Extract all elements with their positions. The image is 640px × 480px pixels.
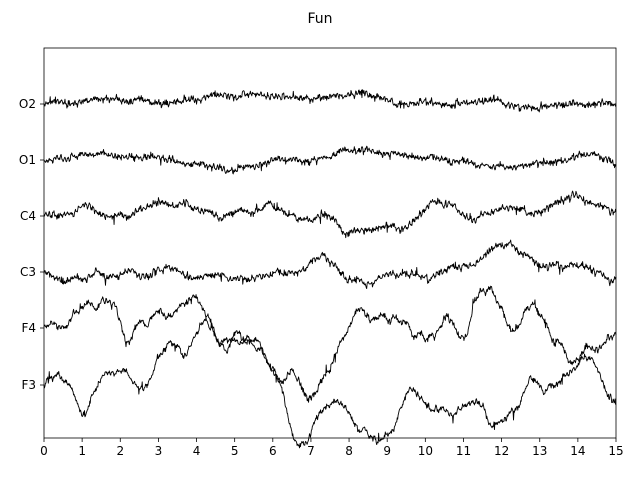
plot-frame xyxy=(43,47,617,439)
x-tick-label-0: 0 xyxy=(40,444,48,458)
x-tick-label-7: 7 xyxy=(307,444,315,458)
x-tick-label-4: 4 xyxy=(193,444,201,458)
x-tick-label-13: 13 xyxy=(532,444,547,458)
x-tick-label-6: 6 xyxy=(269,444,277,458)
x-tick-label-11: 11 xyxy=(456,444,471,458)
channel-labels: O2 O1 C4 C3 F4 F3 xyxy=(19,97,44,392)
channel-label-c3: C3 xyxy=(20,265,36,279)
x-axis-ticks: 0 1 2 3 4 5 6 7 8 9 10 11 12 13 14 15 xyxy=(40,438,624,458)
x-tick-label-1: 1 xyxy=(78,444,86,458)
trace-c3 xyxy=(43,239,617,289)
x-tick-label-14: 14 xyxy=(570,444,585,458)
traces-group xyxy=(43,89,617,449)
x-tick-label-12: 12 xyxy=(494,444,509,458)
chart-title: Fun xyxy=(307,11,332,27)
trace-f4 xyxy=(43,285,617,403)
channel-label-c4: C4 xyxy=(20,209,36,223)
channel-label-f3: F3 xyxy=(21,378,36,392)
x-tick-label-10: 10 xyxy=(418,444,433,458)
channel-label-f4: F4 xyxy=(21,321,36,335)
x-tick-label-3: 3 xyxy=(155,444,163,458)
channel-label-o1: O1 xyxy=(19,153,36,167)
trace-c4 xyxy=(43,190,617,239)
trace-o2 xyxy=(43,89,617,113)
x-tick-label-2: 2 xyxy=(116,444,124,458)
trace-f3 xyxy=(43,313,617,449)
x-tick-label-15: 15 xyxy=(608,444,623,458)
trace-o1 xyxy=(43,145,617,175)
channel-label-o2: O2 xyxy=(19,97,36,111)
x-tick-label-5: 5 xyxy=(231,444,239,458)
x-tick-label-8: 8 xyxy=(345,444,353,458)
x-tick-label-9: 9 xyxy=(383,444,391,458)
